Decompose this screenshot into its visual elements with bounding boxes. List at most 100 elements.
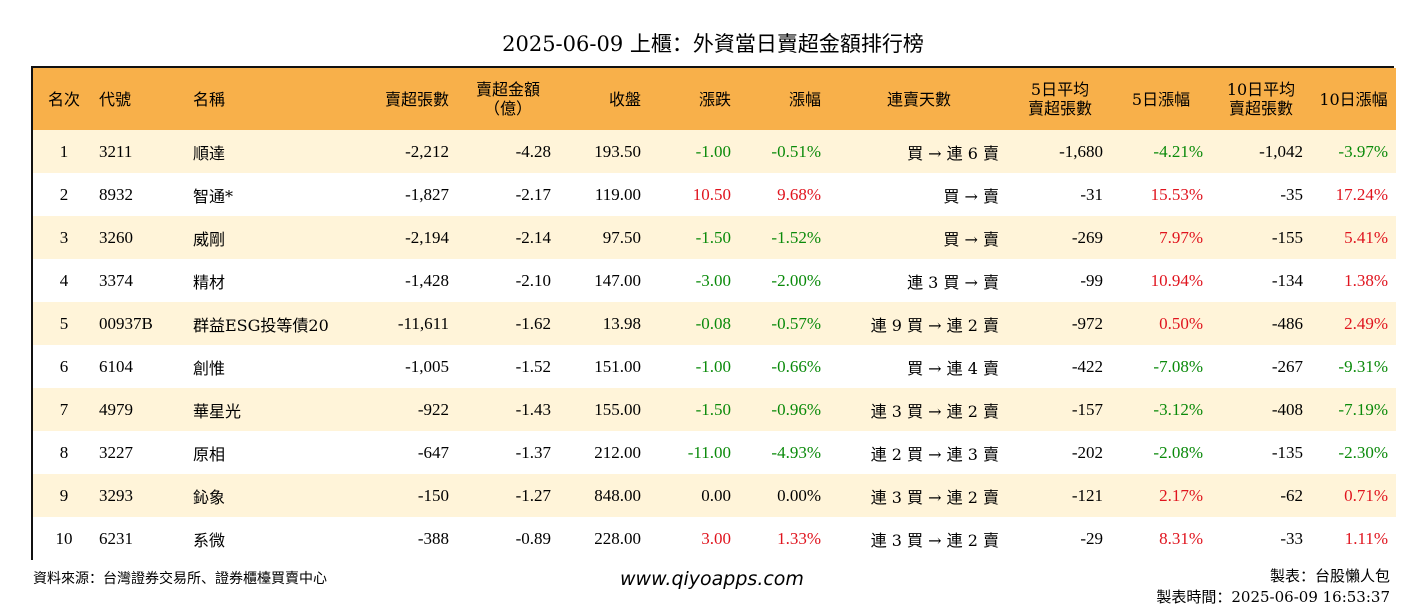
sell-amount-cell: -1.62	[515, 313, 551, 333]
rank-cell: 3	[59, 227, 69, 247]
code-cell: 8932	[99, 184, 133, 204]
col-header-pct10: 10日漲幅	[1319, 89, 1388, 109]
pct5-cell: -7.08%	[1153, 356, 1203, 376]
change-cell: -11.00	[687, 442, 731, 462]
pct5-cell: 2.17%	[1159, 485, 1203, 505]
code-cell: 3211	[99, 141, 133, 161]
col-header-avg10: 10日平均 賣超張數	[1226, 80, 1296, 118]
avg5-cell: -202	[1071, 442, 1103, 462]
col-header-avg5: 5日平均 賣超張數	[1027, 80, 1092, 118]
name-cell: 智通*	[193, 186, 234, 206]
pct-cell: -0.66%	[771, 356, 821, 376]
avg5-cell: -31	[1080, 184, 1103, 204]
avg10-cell: -35	[1280, 184, 1303, 204]
close-cell: 848.00	[594, 485, 641, 505]
col-header-rank: 名次	[47, 89, 80, 109]
pct10-cell: 0.71%	[1344, 485, 1388, 505]
sell-amount-cell: -1.52	[515, 356, 551, 376]
name-cell: 華星光	[193, 401, 242, 421]
table-row: 9 3293 鈊象 -150 -1.27 848.00 0.00 0.00% 連 3 買 → 連…	[33, 474, 1396, 517]
pct-cell: -0.51%	[771, 141, 821, 161]
sell-amount-cell: -1.27	[515, 485, 551, 505]
table-row: 8 3227 原相 -647 -1.37 212.00 -11.00 -4.93% 連 2 買 …	[33, 431, 1396, 474]
table-row: 2 8932 智通* -1,827 -2.17 119.00 10.50 9.68% 買 → 賣…	[33, 173, 1396, 216]
pct5-cell: -3.12%	[1153, 399, 1203, 419]
rank-cell: 6	[59, 356, 69, 376]
sell-lots-cell: -922	[417, 399, 449, 419]
name-cell: 精材	[193, 272, 226, 292]
close-cell: 212.00	[594, 442, 641, 462]
sell-amount-cell: -0.89	[515, 528, 551, 548]
pct-cell: 0.00%	[777, 485, 821, 505]
pct5-cell: 15.53%	[1150, 184, 1203, 204]
sell-amount-cell: -2.10	[515, 270, 551, 290]
website-link[interactable]: www.qiyoapps.com	[620, 568, 804, 590]
code-cell: 3260	[99, 227, 133, 247]
consecutive-days-cell: 連 2 買 → 連 3 賣	[870, 444, 999, 464]
avg10-cell: -267	[1271, 356, 1303, 376]
table-row: 5 00937B 群益ESG投等債20 -11,611 -1.62 13.98 -0.08 -…	[33, 302, 1396, 345]
code-cell: 6231	[99, 528, 133, 548]
pct5-cell: 7.97%	[1159, 227, 1203, 247]
pct5-cell: 0.50%	[1159, 313, 1203, 333]
pct10-cell: 5.41%	[1344, 227, 1388, 247]
avg5-cell: -157	[1071, 399, 1103, 419]
name-cell: 原相	[193, 444, 226, 464]
close-cell: 228.00	[594, 528, 641, 548]
code-cell: 3227	[99, 442, 133, 462]
table-row: 6 6104 創惟 -1,005 -1.52 151.00 -1.00 -0.66% 買 → 連…	[33, 345, 1396, 388]
consecutive-days-cell: 買 → 連 4 賣	[907, 358, 999, 378]
rank-cell: 4	[59, 270, 69, 290]
col-header-pct: 漲幅	[788, 89, 821, 109]
pct-cell: -0.96%	[771, 399, 821, 419]
pct5-cell: -2.08%	[1153, 442, 1203, 462]
avg5-cell: -269	[1071, 227, 1103, 247]
table-row: 7 4979 華星光 -922 -1.43 155.00 -1.50 -0.96% 連 3 買 …	[33, 388, 1396, 431]
table-row: 3 3260 威剛 -2,194 -2.14 97.50 -1.50 -1.52% 買 → 賣 -…	[33, 216, 1396, 259]
sell-amount-cell: -1.43	[515, 399, 551, 419]
change-cell: -1.00	[695, 356, 731, 376]
avg10-cell: -33	[1280, 528, 1303, 548]
sell-lots-cell: -1,005	[405, 356, 449, 376]
ranking-table: 名次 代號 名稱 賣超張數 賣超金額 （億） 收盤 漲跌 漲幅 連賣天數 5日平均…	[33, 68, 1396, 560]
page-title: 2025-06-09 上櫃：外資當日賣超金額排行榜	[502, 32, 924, 56]
table-header-row: 名次 代號 名稱 賣超張數 賣超金額 （億） 收盤 漲跌 漲幅 連賣天數 5日平均…	[33, 68, 1396, 130]
code-cell: 4979	[99, 399, 133, 419]
sell-lots-cell: -647	[417, 442, 449, 462]
pct10-cell: -7.19%	[1338, 399, 1388, 419]
pct10-cell: 17.24%	[1335, 184, 1388, 204]
sell-lots-cell: -1,428	[405, 270, 449, 290]
name-cell: 創惟	[193, 358, 226, 378]
rank-cell: 9	[59, 485, 69, 505]
change-cell: 3.00	[701, 528, 731, 548]
pct-cell: -2.00%	[771, 270, 821, 290]
pct-cell: -0.57%	[771, 313, 821, 333]
pct10-cell: -2.30%	[1338, 442, 1388, 462]
change-cell: -0.08	[695, 313, 731, 333]
col-header-code: 代號	[99, 89, 132, 109]
avg10-cell: -135	[1271, 442, 1303, 462]
consecutive-days-cell: 連 9 買 → 連 2 賣	[870, 315, 999, 335]
code-cell: 3293	[99, 485, 133, 505]
table-body: 1 3211 順達 -2,212 -4.28 193.50 -1.00 -0.51% 買 → 連…	[33, 130, 1396, 560]
col-header-pct5: 5日漲幅	[1131, 89, 1191, 109]
avg10-cell: -408	[1271, 399, 1303, 419]
avg10-cell: -155	[1271, 227, 1303, 247]
sell-lots-cell: -1,827	[405, 184, 449, 204]
sell-lots-cell: -2,194	[405, 227, 449, 247]
footer-credits: 製表：台股懶人包 製表時間：2025-06-09 16:53:37	[1156, 566, 1390, 608]
consecutive-days-cell: 連 3 買 → 賣	[907, 272, 999, 292]
pct5-cell: 8.31%	[1159, 528, 1203, 548]
pct5-cell: 10.94%	[1150, 270, 1203, 290]
pct-cell: -4.93%	[771, 442, 821, 462]
sell-lots-cell: -388	[417, 528, 449, 548]
avg5-cell: -29	[1080, 528, 1103, 548]
avg10-cell: -486	[1271, 313, 1303, 333]
table-row: 1 3211 順達 -2,212 -4.28 193.50 -1.00 -0.51% 買 → 連…	[33, 130, 1396, 173]
table-row: 10 6231 系微 -388 -0.89 228.00 3.00 1.33% 連 3 買 → …	[33, 517, 1396, 560]
change-cell: -3.00	[695, 270, 731, 290]
pct-cell: 1.33%	[777, 528, 821, 548]
avg10-cell: -62	[1280, 485, 1303, 505]
pct10-cell: -9.31%	[1338, 356, 1388, 376]
change-cell: 0.00	[701, 485, 731, 505]
